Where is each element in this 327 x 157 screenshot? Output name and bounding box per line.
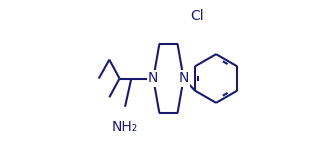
Text: N: N bbox=[179, 71, 189, 86]
Text: NH₂: NH₂ bbox=[112, 120, 138, 134]
Text: Cl: Cl bbox=[190, 9, 204, 24]
Text: N: N bbox=[148, 71, 159, 86]
